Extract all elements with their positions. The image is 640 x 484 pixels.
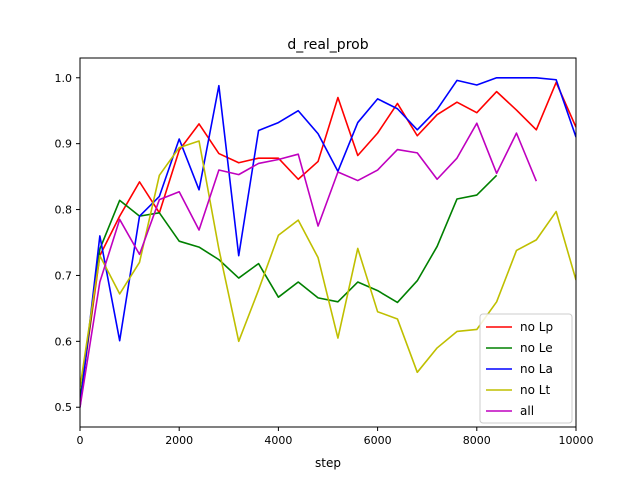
x-tick-label: 6000 — [364, 434, 392, 447]
y-tick-label: 0.7 — [55, 269, 73, 282]
x-tick-label: 0 — [77, 434, 84, 447]
legend-label: no Le — [520, 341, 553, 355]
y-tick-label: 0.8 — [55, 204, 73, 217]
series-line-no-le — [80, 174, 498, 401]
y-tick-label: 1.0 — [55, 72, 73, 85]
legend-label: no Lt — [520, 383, 550, 397]
x-axis-label: step — [315, 456, 341, 470]
legend-label: no La — [520, 362, 553, 376]
x-tick-label: 8000 — [463, 434, 491, 447]
chart-title: d_real_prob — [287, 37, 368, 53]
legend: no Lp no Le no La no Lt all — [479, 313, 573, 424]
x-axis: 0 2000 4000 6000 8000 10000 — [77, 427, 594, 447]
x-tick-label: 4000 — [264, 434, 292, 447]
y-axis: 0.5 0.6 0.7 0.8 0.9 1.0 — [55, 72, 80, 414]
y-tick-label: 0.9 — [55, 138, 73, 151]
legend-box — [479, 313, 573, 424]
y-tick-label: 0.6 — [55, 335, 73, 348]
series-line-all — [80, 122, 538, 408]
plot-lines — [80, 76, 576, 408]
legend-label: all — [520, 404, 534, 418]
x-tick-label: 2000 — [165, 434, 193, 447]
series-line-no-lp — [80, 81, 576, 401]
series-line-no-la — [80, 76, 576, 408]
plot-frame — [79, 57, 577, 428]
y-tick-label: 0.5 — [55, 401, 73, 414]
series-line-no-lt — [80, 140, 576, 388]
legend-label: no Lp — [520, 320, 553, 334]
x-tick-label: 10000 — [559, 434, 594, 447]
